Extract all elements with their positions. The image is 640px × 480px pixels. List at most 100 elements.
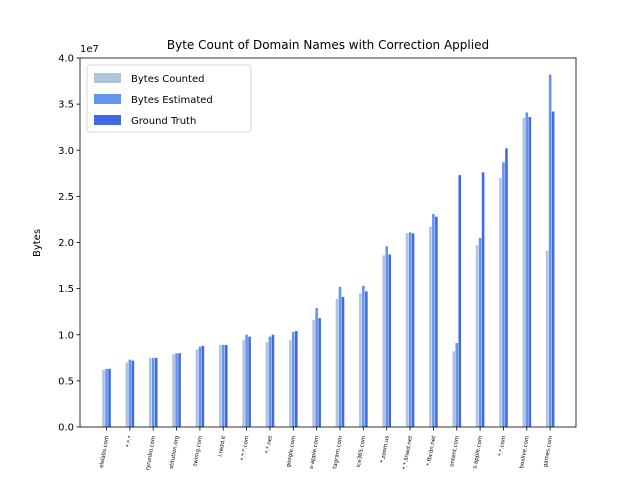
legend: Bytes Counted Bytes Estimated Ground Truth <box>86 64 252 133</box>
legend-swatch <box>94 94 121 104</box>
bar-bytes-estimated-6 <box>221 344 225 427</box>
bar-bytes-counted-20 <box>545 250 549 427</box>
bar-bytes-counted-15 <box>429 226 432 427</box>
bar-bytes-estimated-14 <box>408 232 412 427</box>
bar-bytes-counted-18 <box>499 177 502 427</box>
x-tick-label: s-apple.com <box>309 435 321 469</box>
bar-bytes-estimated-3 <box>151 357 155 427</box>
bar-bytes-estimated-2 <box>128 359 132 427</box>
bar-bytes-counted-6 <box>218 344 222 427</box>
bar-bytes-estimated-17 <box>478 237 482 427</box>
bar-bytes-estimated-9 <box>292 331 295 427</box>
x-tick-label: stitution.org <box>169 435 181 469</box>
bar-bytes-counted-13 <box>382 255 385 427</box>
bar-bytes-estimated-20 <box>548 74 552 428</box>
bar-ground-truth-11 <box>341 296 345 427</box>
x-tick-label: ontent.com <box>449 435 460 467</box>
y-axis-label: Bytes <box>32 229 43 257</box>
bar-ground-truth-13 <box>388 254 391 427</box>
y-tick-label: 1.5 <box>58 284 74 295</box>
bar-ground-truth-14 <box>411 233 415 427</box>
bar-bytes-counted-11 <box>335 298 339 427</box>
legend-swatch <box>94 115 121 125</box>
x-tick-label: *.*.net <box>265 434 274 454</box>
bar-ground-truth-16 <box>458 175 462 427</box>
x-tick-label: games.com <box>543 435 554 468</box>
bar-ground-truth-10 <box>318 318 321 427</box>
bar-ground-truth-9 <box>295 331 298 427</box>
bar-ground-truth-6 <box>224 344 228 427</box>
y-tick-label: 3.5 <box>58 100 74 111</box>
bar-bytes-counted-2 <box>125 362 129 427</box>
bar-ground-truth-18 <box>505 148 508 427</box>
legend-label: Bytes Counted <box>131 74 204 85</box>
bar-ground-truth-3 <box>154 357 158 427</box>
bar-bytes-estimated-5 <box>198 346 202 427</box>
bar-ground-truth-2 <box>131 360 135 427</box>
y-tick-label: 2.0 <box>58 238 74 249</box>
bar-ground-truth-4 <box>178 353 181 427</box>
bar-ground-truth-19 <box>528 117 532 427</box>
bar-bytes-counted-4 <box>172 354 175 427</box>
bar-bytes-estimated-11 <box>338 286 342 427</box>
legend-label: Ground Truth <box>131 116 196 127</box>
y-tick-label: 0.5 <box>58 376 74 387</box>
x-tick-label: google.com <box>286 435 297 468</box>
y-tick-label: 2.5 <box>58 192 74 203</box>
bar-bytes-estimated-8 <box>268 336 272 427</box>
bar-bytes-counted-3 <box>148 357 152 427</box>
bar-bytes-estimated-4 <box>175 353 178 427</box>
bar-bytes-counted-10 <box>312 319 315 427</box>
bar-bytes-estimated-15 <box>432 213 435 427</box>
bar-bytes-estimated-1 <box>105 368 108 427</box>
x-tick-label: i.redd.it <box>218 434 228 457</box>
x-tick-label: tagram.com <box>332 435 344 469</box>
x-tick-label: boxlive.com <box>519 435 531 469</box>
x-tick-label: twimg.com <box>193 435 204 466</box>
bar-ground-truth-12 <box>365 291 368 427</box>
bar-bytes-counted-19 <box>522 117 526 428</box>
x-tick-label: *.*.* <box>126 435 134 448</box>
bar-bytes-estimated-13 <box>385 246 388 427</box>
bar-ground-truth-17 <box>481 172 485 427</box>
bar-ground-truth-8 <box>271 334 275 427</box>
x-tick-label: *.zoom.us <box>380 435 391 463</box>
bar-ground-truth-1 <box>108 368 111 427</box>
y-tick-label: 0.0 <box>58 423 74 434</box>
bar-bytes-counted-1 <box>102 369 105 427</box>
x-tick-label: *.*.*.com <box>240 435 250 461</box>
bar-bytes-estimated-12 <box>362 285 365 427</box>
bar-bytes-estimated-16 <box>455 343 459 427</box>
bar-ground-truth-7 <box>248 336 251 427</box>
x-tick-label: ice365.com <box>356 435 367 467</box>
axes: 0.0 0.5 1.0 1.5 2.0 2.5 3.0 3.5 4.0 elslabs.com *.… <box>58 54 577 471</box>
bar-ground-truth-20 <box>551 111 555 427</box>
x-tick-label: ryrunbo.com <box>145 435 157 471</box>
x-tick-label: s.apple.com <box>472 435 484 469</box>
legend-swatch <box>94 73 121 83</box>
bar-bytes-counted-9 <box>289 340 292 427</box>
bar-bytes-counted-12 <box>359 293 362 427</box>
chart-title: Byte Count of Domain Names with Correcti… <box>167 38 489 52</box>
legend-box <box>86 64 252 133</box>
bar-bytes-estimated-7 <box>245 334 248 427</box>
y-tick-label: 3.0 <box>58 146 74 157</box>
x-tick-label: elslabs.com <box>99 435 111 468</box>
bar-bytes-estimated-18 <box>502 162 505 428</box>
x-tick-label: *.fbcdn.net <box>426 434 437 466</box>
bar-ground-truth-15 <box>435 216 438 427</box>
y-tick-label: 4.0 <box>58 54 74 65</box>
y-tick-label: 1.0 <box>58 330 74 341</box>
bar-bytes-counted-7 <box>242 340 245 427</box>
bar-ground-truth-5 <box>201 345 205 427</box>
bar-bytes-counted-16 <box>452 351 456 427</box>
bar-bytes-counted-14 <box>405 233 409 427</box>
legend-label: Bytes Estimated <box>131 95 213 106</box>
x-tick-label: *.*.com <box>498 435 508 456</box>
y-axis-offset-label: 1e7 <box>80 44 99 55</box>
bar-bytes-counted-8 <box>265 342 269 427</box>
bar-bytes-estimated-19 <box>525 112 529 428</box>
bar-bytes-estimated-10 <box>315 308 318 427</box>
bar-bytes-counted-5 <box>195 349 199 427</box>
